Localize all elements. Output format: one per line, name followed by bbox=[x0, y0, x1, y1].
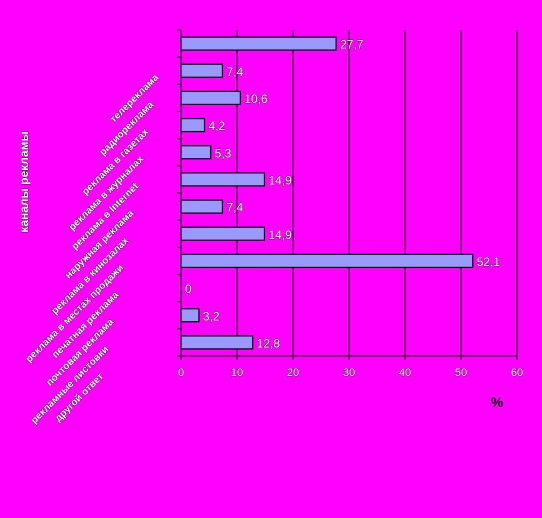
bar bbox=[180, 63, 224, 78]
data-label: 0 bbox=[185, 282, 192, 296]
bar bbox=[180, 117, 206, 133]
data-label: 3,2 bbox=[203, 309, 220, 323]
data-label: 14,9 bbox=[268, 228, 292, 242]
x-tick-label: 10 bbox=[231, 367, 243, 379]
data-label: 27,7 bbox=[340, 38, 364, 52]
bar bbox=[180, 199, 224, 214]
data-label: 14,9 bbox=[268, 173, 292, 187]
bar bbox=[180, 36, 337, 51]
x-tick-labels: 0 10 20 30 40 50 60 bbox=[178, 367, 524, 380]
bar bbox=[180, 253, 474, 269]
data-label: 52,1 bbox=[477, 255, 501, 269]
bar bbox=[180, 145, 212, 160]
data-labels: 27,77,410,64,25,314,97,414,952,103,212,8 bbox=[185, 37, 501, 350]
data-label: 10,6 bbox=[244, 92, 268, 106]
bar bbox=[180, 90, 241, 106]
data-label: 7,4 bbox=[226, 65, 243, 79]
axes bbox=[177, 29, 518, 360]
grid-lines bbox=[236, 30, 518, 356]
bars bbox=[180, 36, 474, 350]
x-axis-unit: % bbox=[491, 394, 504, 410]
x-tick-label: 0 bbox=[178, 367, 184, 379]
data-label: 4,2 bbox=[209, 119, 226, 133]
data-label: 12,8 bbox=[257, 336, 281, 350]
x-tick-label: 30 bbox=[343, 367, 355, 379]
x-tick-label: 40 bbox=[399, 367, 411, 379]
y-axis-title: каналы рекламы bbox=[17, 131, 31, 232]
x-tick-label: 50 bbox=[455, 367, 467, 379]
data-label: 7,4 bbox=[226, 201, 243, 215]
bar bbox=[180, 335, 254, 350]
bar bbox=[180, 226, 266, 241]
bar bbox=[180, 308, 200, 323]
x-tick-label: 20 bbox=[287, 367, 299, 379]
x-tick-label: 60 bbox=[511, 367, 523, 379]
data-label: 5,3 bbox=[215, 146, 232, 160]
bar bbox=[180, 172, 266, 187]
